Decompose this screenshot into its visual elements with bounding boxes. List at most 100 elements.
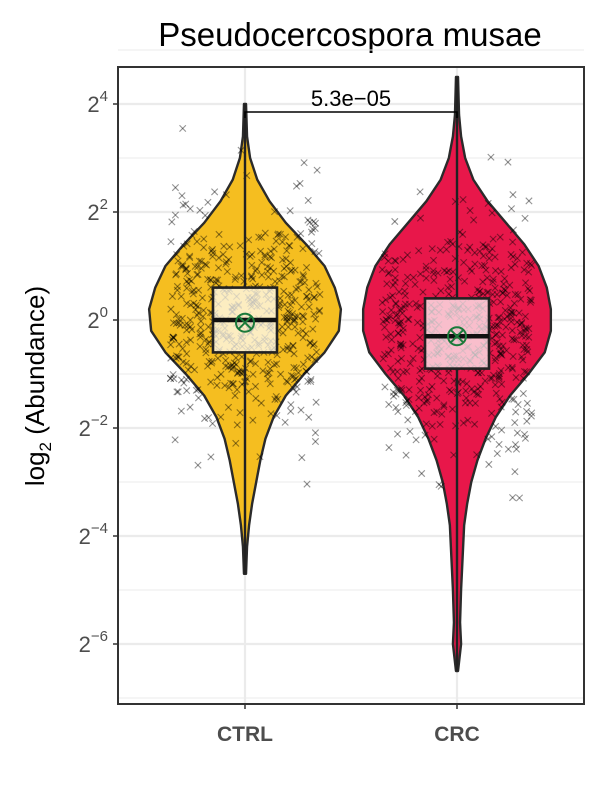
jitter-point: [249, 370, 257, 378]
jitter-point: [263, 370, 271, 378]
jitter-point: [493, 321, 501, 329]
jitter-point: [508, 326, 516, 335]
jitter-point: [270, 361, 278, 369]
jitter-point: [516, 328, 525, 336]
jitter-point: [387, 346, 395, 354]
jitter-point: [412, 436, 420, 444]
jitter-point: [190, 286, 198, 294]
jitter-point: [183, 326, 191, 334]
jitter-point: [278, 272, 286, 280]
jitter-point: [293, 383, 301, 391]
jitter-point: [378, 266, 386, 274]
jitter-point: [436, 246, 444, 254]
jitter-point: [460, 277, 469, 285]
jitter-point: [266, 365, 274, 373]
jitter-point: [287, 267, 295, 275]
jitter-point: [222, 362, 230, 370]
jitter-point: [198, 294, 206, 302]
jitter-point: [521, 279, 530, 287]
jitter-point: [474, 369, 483, 377]
jitter-point: [474, 286, 482, 294]
jitter-point: [484, 435, 492, 443]
jitter-point: [409, 340, 417, 348]
jitter-point: [491, 267, 500, 275]
jitter-point: [483, 288, 491, 296]
jitter-point: [443, 268, 451, 276]
jitter-point: [248, 261, 256, 269]
jitter-point: [511, 290, 519, 298]
jitter-point: [498, 398, 506, 406]
jitter-point: [170, 334, 178, 342]
jitter-point: [507, 314, 515, 322]
jitter-point: [299, 245, 307, 253]
jitter-point: [520, 368, 529, 376]
jitter-point: [416, 214, 425, 222]
jitter-point: [294, 312, 302, 320]
jitter-point: [506, 281, 514, 289]
jitter-point: [211, 188, 219, 196]
jitter-point: [274, 230, 283, 238]
jitter-point: [399, 368, 408, 376]
jitter-point: [416, 188, 424, 196]
jitter-point: [204, 340, 212, 348]
y-tick-base: 2: [79, 524, 91, 549]
jitter-point: [279, 345, 287, 354]
box-crc: [423, 297, 491, 370]
jitter-point: [303, 480, 311, 488]
jitter-point: [288, 310, 297, 318]
jitter-point: [179, 201, 187, 209]
jitter-point: [398, 309, 406, 317]
jitter-point: [479, 278, 487, 286]
jitter-point: [501, 315, 509, 323]
jitter-point: [186, 253, 194, 262]
jitter-point: [400, 303, 408, 311]
jitter-point: [245, 388, 253, 396]
jitter-point: [440, 267, 448, 275]
jitter-point: [229, 361, 237, 369]
jitter-point: [292, 388, 300, 396]
jitter-point: [313, 282, 321, 291]
jitter-point: [311, 437, 320, 446]
jitter-point: [511, 260, 519, 268]
x-tick-label-crc: CRC: [434, 723, 480, 746]
jitter-point: [194, 394, 203, 402]
jitter-point: [222, 258, 230, 266]
jitter-point: [257, 233, 265, 241]
jitter-point: [299, 334, 307, 342]
jitter-point: [246, 252, 254, 260]
jitter-point: [177, 376, 186, 384]
jitter-point: [255, 233, 263, 241]
jitter-point: [445, 290, 453, 298]
jitter-point: [196, 206, 204, 214]
jitter-point: [202, 261, 211, 269]
jitter-point: [222, 356, 230, 365]
jitter-point: [415, 247, 423, 255]
jitter-point: [494, 322, 503, 330]
jitter-point: [403, 251, 412, 259]
p-value-label: 5.3e−05: [311, 86, 391, 111]
jitter-point: [424, 391, 432, 399]
jitter-point: [392, 300, 400, 308]
jitter-point: [194, 286, 203, 294]
jitter-point: [416, 302, 425, 310]
jitter-point: [523, 417, 531, 425]
jitter-point: [303, 368, 311, 376]
jitter-point: [305, 413, 313, 421]
jitter-point: [447, 388, 455, 396]
jitter-point: [385, 314, 393, 322]
jitter-point: [447, 282, 455, 291]
jitter-point: [182, 359, 190, 367]
jitter-point: [522, 324, 530, 332]
jitter-point: [507, 264, 515, 272]
jitter-point: [483, 274, 491, 282]
jitter-point: [520, 345, 528, 354]
jitter-point: [399, 255, 407, 264]
jitter-point: [302, 292, 311, 301]
panel-border: [117, 66, 585, 705]
jitter-point: [292, 182, 301, 190]
jitter-point: [497, 403, 505, 411]
jitter-point: [204, 275, 212, 283]
jitter-point: [527, 261, 536, 269]
jitter-point: [186, 205, 194, 213]
